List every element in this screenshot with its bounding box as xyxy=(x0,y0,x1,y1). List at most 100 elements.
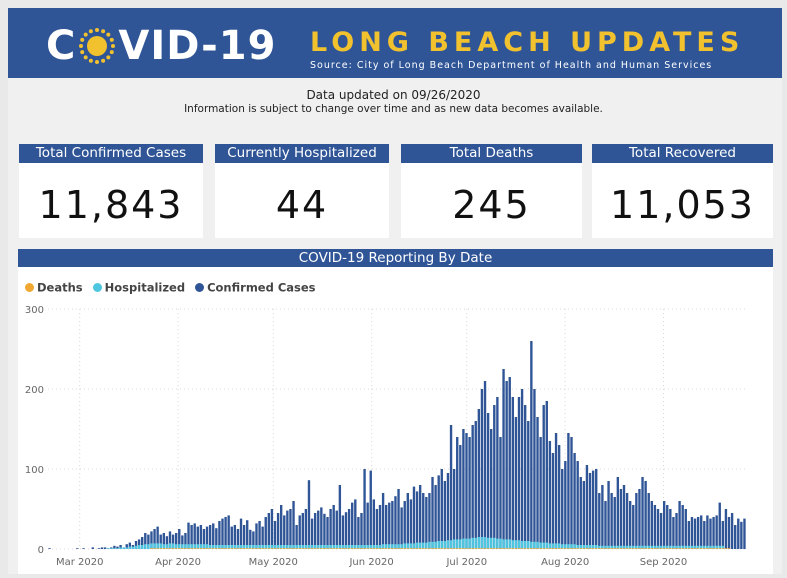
deaths-bar xyxy=(675,548,678,549)
confirmed-bar xyxy=(187,522,190,549)
confirmed-bar xyxy=(375,509,379,549)
deaths-bar xyxy=(591,548,595,549)
chart-legend: Deaths Hospitalized Confirmed Cases xyxy=(25,280,322,295)
confirmed-bar xyxy=(681,505,684,549)
hospitalized-bar xyxy=(418,542,422,549)
legend-deaths[interactable]: Deaths xyxy=(25,280,83,295)
hospitalized-bar xyxy=(415,542,419,549)
hospitalized-bar xyxy=(347,545,351,549)
hospitalized-bar xyxy=(570,544,573,549)
hospitalized-bar xyxy=(548,543,552,549)
confirmed-bar xyxy=(724,509,728,549)
deaths-bar xyxy=(480,548,484,549)
hospitalized-bar xyxy=(709,545,712,549)
deaths-bar xyxy=(579,548,582,549)
confirmed-bar xyxy=(351,502,354,549)
confirmed-bar xyxy=(434,485,437,549)
hospitalized-bar xyxy=(286,545,289,549)
confirmed-bar xyxy=(273,521,277,549)
hospitalized-bar xyxy=(116,548,119,549)
deaths-bar xyxy=(459,548,462,549)
legend-hospitalized[interactable]: Hospitalized xyxy=(92,280,185,295)
x-tick-label: Jul 2020 xyxy=(445,557,487,568)
confirmed-bar xyxy=(548,441,552,549)
confirmed-bar xyxy=(477,409,481,549)
deaths-bar xyxy=(557,548,561,549)
sun-ray xyxy=(106,32,111,37)
y-tick-label: 0 xyxy=(38,545,44,556)
deaths-bar xyxy=(310,548,314,549)
deaths-bar xyxy=(329,548,332,549)
deaths-bar xyxy=(252,548,255,549)
sun-ray xyxy=(89,29,94,34)
deaths-bar xyxy=(690,548,694,549)
hospitalized-bar xyxy=(471,537,474,549)
hospitalized-bar xyxy=(706,545,709,549)
hospitalized-bar xyxy=(483,537,487,549)
confirmed-bar xyxy=(659,513,663,549)
confirmed-bar xyxy=(696,517,700,549)
deaths-bar xyxy=(443,548,447,549)
deaths-bar xyxy=(341,548,345,549)
hospitalized-bar xyxy=(400,544,403,549)
hospitalized-bar xyxy=(687,545,691,549)
hospitalized-bar xyxy=(632,545,635,549)
confirmed-bar xyxy=(385,505,388,549)
hospitalized-bar xyxy=(224,545,227,549)
deaths-bar xyxy=(669,548,672,549)
deaths-bar xyxy=(452,548,456,549)
confirmed-bar xyxy=(128,542,132,549)
hospitalized-bar xyxy=(700,545,703,549)
confirmed-bar xyxy=(693,518,697,549)
sun-ray xyxy=(80,50,85,55)
deaths-bar xyxy=(598,548,601,549)
deaths-bar xyxy=(375,548,379,549)
confirmed-bar xyxy=(483,381,487,549)
hospitalized-bar xyxy=(270,545,274,549)
deaths-bar xyxy=(607,548,610,549)
deaths-bar xyxy=(165,548,169,549)
confirmed-bar xyxy=(635,493,638,549)
confirmed-bar xyxy=(409,499,413,549)
hospitalized-bar xyxy=(162,544,166,549)
deaths-bar xyxy=(255,548,258,549)
confirmed-bar xyxy=(372,499,376,549)
deaths-bar xyxy=(693,548,697,549)
confirmed-bar xyxy=(690,517,694,549)
confirmed-bar xyxy=(391,501,394,549)
hospitalized-bar xyxy=(499,538,502,549)
hospitalized-bar xyxy=(113,548,116,549)
deaths-bar xyxy=(539,548,542,549)
hospitalized-bar xyxy=(208,545,212,549)
confirmed-bar xyxy=(613,497,616,549)
deaths-bar xyxy=(304,548,308,549)
deaths-bar xyxy=(428,548,431,549)
confirmed-bar xyxy=(514,417,518,549)
hospitalized-bar xyxy=(351,545,354,549)
deaths-bar xyxy=(490,548,493,549)
deaths-bar xyxy=(381,548,385,549)
x-tick-label: Jun 2020 xyxy=(348,557,393,568)
deaths-bar xyxy=(372,548,376,549)
card-label: Total Recovered xyxy=(592,144,773,163)
legend-confirmed[interactable]: Confirmed Cases xyxy=(195,280,316,295)
confirmed-bar xyxy=(347,509,351,549)
hospitalized-bar xyxy=(171,543,175,549)
hospitalized-bar xyxy=(598,545,601,549)
deaths-bar xyxy=(659,548,663,549)
deaths-bar xyxy=(520,548,524,549)
confirmed-bar xyxy=(422,493,425,549)
deaths-bar xyxy=(687,548,691,549)
confirmed-bar xyxy=(360,513,363,549)
hospitalized-bar xyxy=(332,545,335,549)
deaths-bar xyxy=(431,548,434,549)
deaths-bar xyxy=(369,548,372,549)
hospitalized-bar xyxy=(215,545,218,549)
confirmed-bar xyxy=(289,509,292,549)
confirmed-bar xyxy=(557,445,561,549)
deaths-bar xyxy=(181,548,184,549)
hospitalized-bar xyxy=(230,545,233,549)
deaths-bar xyxy=(221,548,224,549)
deaths-bar xyxy=(486,548,490,549)
deaths-bar xyxy=(344,548,348,549)
